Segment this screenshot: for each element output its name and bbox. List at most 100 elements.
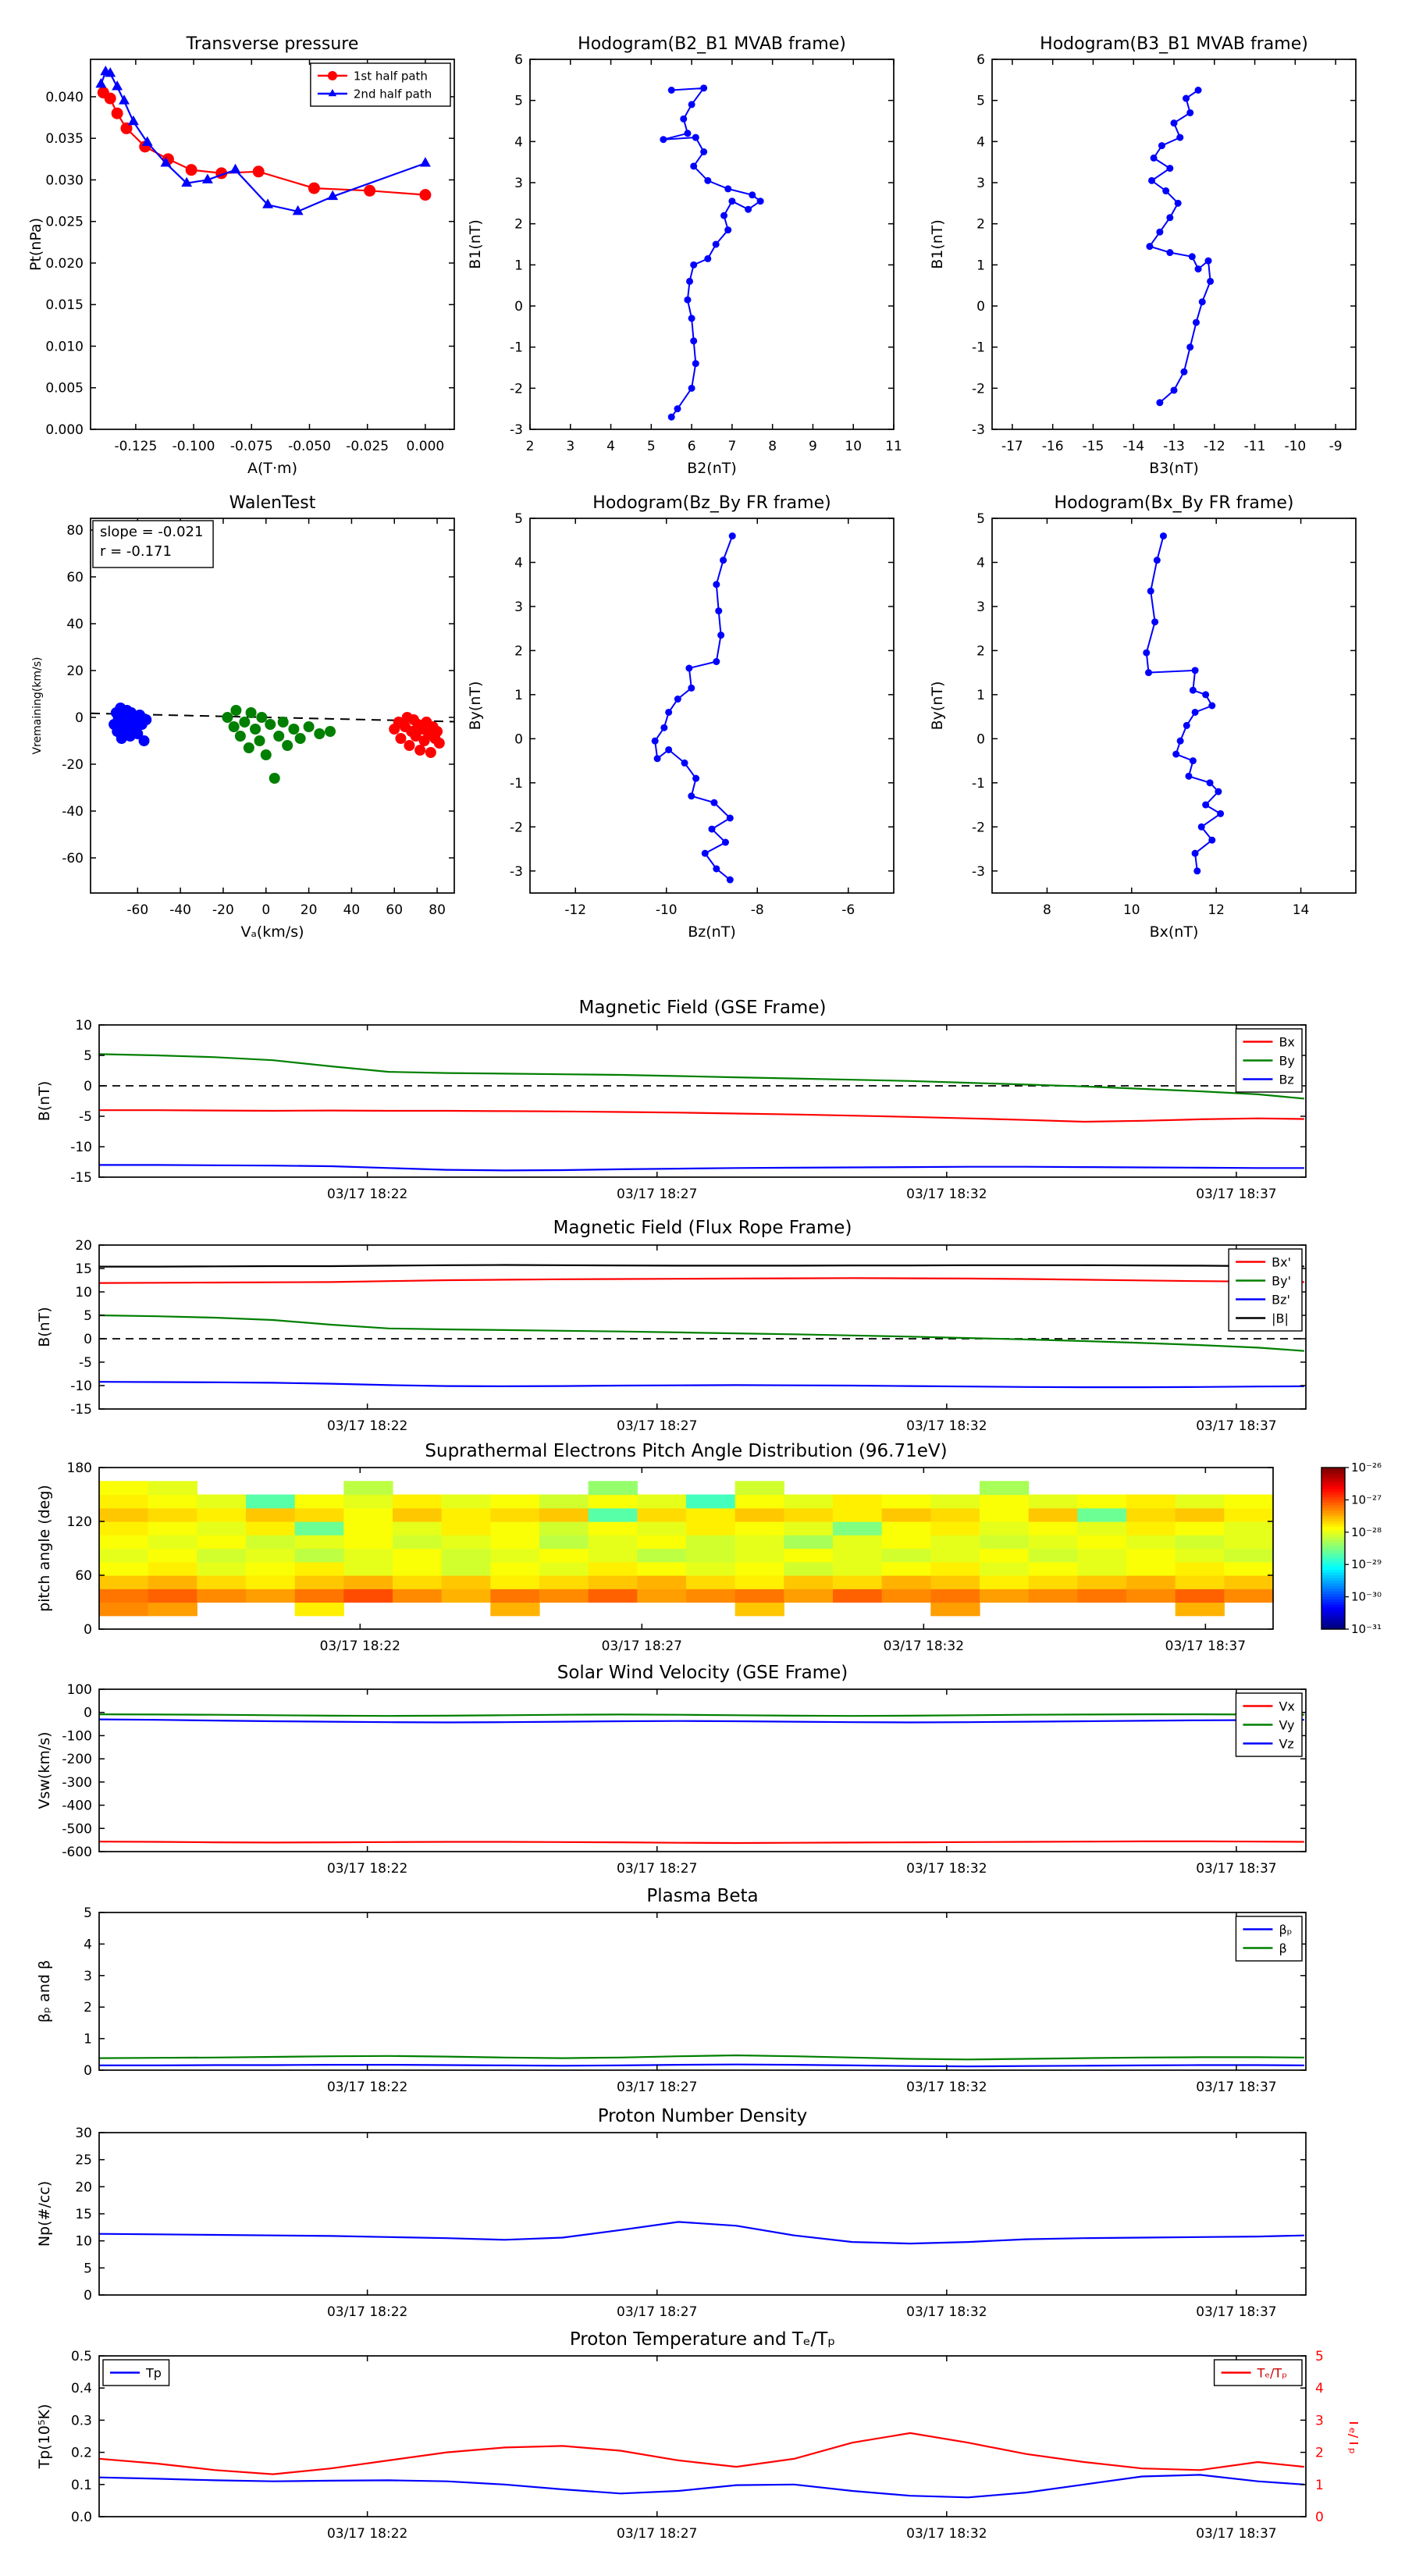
colorbar-tick-label: 10⁻²⁹ (1351, 1557, 1382, 1571)
x-tick-label: 10 (1123, 902, 1140, 918)
y-tick-label: 0.010 (45, 339, 84, 354)
y-tick-label: 0.3 (71, 2413, 92, 2428)
legend-label: |B| (1272, 1311, 1289, 1325)
x-tick-label: 03/17 18:37 (1196, 1418, 1276, 1434)
series-te-tp (98, 2432, 1304, 2475)
axis-ticks: 03/17 18:22 03/17 18:27 03/17 18:32 03/17 1… (70, 1238, 1306, 1434)
series-b3-b1-path (1146, 87, 1215, 407)
y-axis-label: pitch angle (deg) (36, 1485, 53, 1612)
x-tick-label: 03/17 18:32 (906, 2080, 987, 2095)
x-tick-label: 03/17 18:37 (1196, 2526, 1276, 2542)
colorbar-frame (1321, 1467, 1346, 1630)
y-tick-label: 6 (514, 52, 523, 68)
legend-box (310, 62, 451, 107)
y-tick-label: -2 (510, 820, 523, 835)
x-tick-label: 03/17 18:27 (617, 2304, 697, 2320)
circle-marker (692, 774, 700, 782)
legend-label: β (1279, 1941, 1286, 1955)
circle-marker (690, 162, 698, 170)
circle-marker (660, 724, 668, 731)
y-tick-label: -1 (972, 340, 985, 356)
colorbar-tick-label: 10⁻³⁰ (1351, 1590, 1382, 1604)
circle-marker (660, 136, 667, 144)
x-tick-label: 03/17 18:22 (327, 2080, 407, 2095)
y-tick-label: 4 (976, 134, 985, 150)
y-tick-label: -5 (79, 1355, 92, 1371)
circle-marker (1202, 691, 1210, 699)
circle-marker (1183, 94, 1190, 102)
x-tick-label: 0 (261, 902, 270, 918)
y-tick-label: 1 (514, 258, 523, 273)
circle-marker (1191, 849, 1199, 857)
circle-marker (308, 182, 320, 194)
x-axis-label: B2(nT) (687, 460, 737, 477)
x-axis-label: Bx(nT) (1150, 923, 1199, 941)
legend: Bx' By' Bz' |B| (1228, 1248, 1303, 1332)
circle-marker (419, 189, 432, 201)
panel-transverse-pressure: Transverse pressure -0.125 -0.100 -0.075 -0… (22, 16, 467, 484)
x-tick-label: 20 (301, 902, 318, 918)
panel-solar-wind-velocity: Solar Wind Velocity (GSE Frame) 03/17 18… (23, 1656, 1358, 1892)
series-bx (99, 1109, 1304, 1123)
circle-marker (1170, 119, 1178, 127)
y-tick-label: 0.005 (45, 381, 84, 397)
x-tick-label: 03/17 18:37 (1196, 2080, 1276, 2095)
axes-frame (991, 59, 1357, 430)
circle-marker (239, 717, 251, 728)
circle-marker (185, 164, 197, 176)
y-tick-label: 10 (75, 2234, 92, 2250)
circle-marker (325, 726, 336, 737)
y-tick-label: 1 (514, 688, 523, 703)
legend: Bx By Bz (1235, 1028, 1303, 1093)
y-tick-label: 2 (976, 643, 985, 659)
y-tick-label: 2 (84, 2000, 92, 2016)
legend: Tp (102, 2359, 170, 2386)
y-tick-label: -400 (62, 1799, 92, 1814)
circle-marker (1186, 343, 1194, 351)
circle-marker (1176, 133, 1184, 141)
right-y-tick-label: 2 (1315, 2446, 1324, 2461)
x-tick-label: 03/17 18:22 (327, 1861, 407, 1877)
circle-marker (688, 792, 695, 800)
y-tick-label: -3 (510, 864, 523, 880)
legend-label: βₚ (1279, 1922, 1292, 1937)
y-tick-label: 5 (514, 94, 523, 109)
circle-marker (252, 165, 265, 178)
circle-marker (712, 240, 720, 248)
x-tick-label: 0.000 (407, 439, 445, 454)
x-tick-label: -8 (751, 902, 764, 918)
legend-box (1235, 1916, 1303, 1962)
p9-chart: 10⁻²⁶ 10⁻²⁷ 10⁻²⁸ 10⁻²⁹ 10⁻³⁰ 10⁻³¹ 03/17 18:2… (36, 1461, 1382, 1654)
axis-ticks: 2 3 4 5 6 7 8 9 10 11 -3 -2 -1 0 1 2 3 4 5 6 (510, 52, 902, 454)
legend-label: Bx (1279, 1034, 1294, 1049)
x-axis-label: A(T·m) (247, 460, 297, 477)
y-tick-label: 10 (75, 1285, 92, 1300)
colorbar-tick-label: 10⁻²⁸ (1351, 1525, 1382, 1539)
triangle-marker (419, 157, 431, 167)
circle-marker (228, 721, 240, 732)
circle-marker (653, 755, 661, 763)
y-axis-label: βₚ and β (36, 1960, 53, 2023)
triangle-marker (327, 190, 339, 201)
series-beta-p (99, 2063, 1304, 2068)
y-tick-label: -2 (972, 381, 985, 397)
x-tick-label: 4 (606, 439, 615, 454)
y-tick-label: -2 (972, 820, 985, 835)
y-tick-label: 30 (75, 2126, 92, 2141)
circle-marker (1147, 587, 1154, 595)
axes-frame (98, 1244, 1307, 1410)
p10-chart: 03/17 18:22 03/17 18:27 03/17 18:32 03/17 1… (36, 1682, 1307, 1877)
circle-marker (688, 684, 695, 692)
triangle-marker (95, 77, 107, 88)
p11-chart: 03/17 18:22 03/17 18:27 03/17 18:32 03/17 1… (36, 1905, 1307, 2095)
right-y-tick-label: 4 (1315, 2381, 1324, 2396)
x-tick-label: -16 (1042, 439, 1064, 454)
axis-ticks: 03/17 18:22 03/17 18:27 03/17 18:32 03/17 1… (67, 1461, 1273, 1654)
series-b2-b1-path (660, 84, 764, 421)
circle-marker (1217, 809, 1225, 817)
panel-plasma-beta: Plasma Beta 03/17 18:22 03/17 18:27 03/17 … (23, 1880, 1358, 2111)
x-tick-label: -0.050 (288, 439, 331, 454)
y-axis-label: B1(nT) (467, 219, 484, 269)
circle-marker (665, 745, 673, 753)
